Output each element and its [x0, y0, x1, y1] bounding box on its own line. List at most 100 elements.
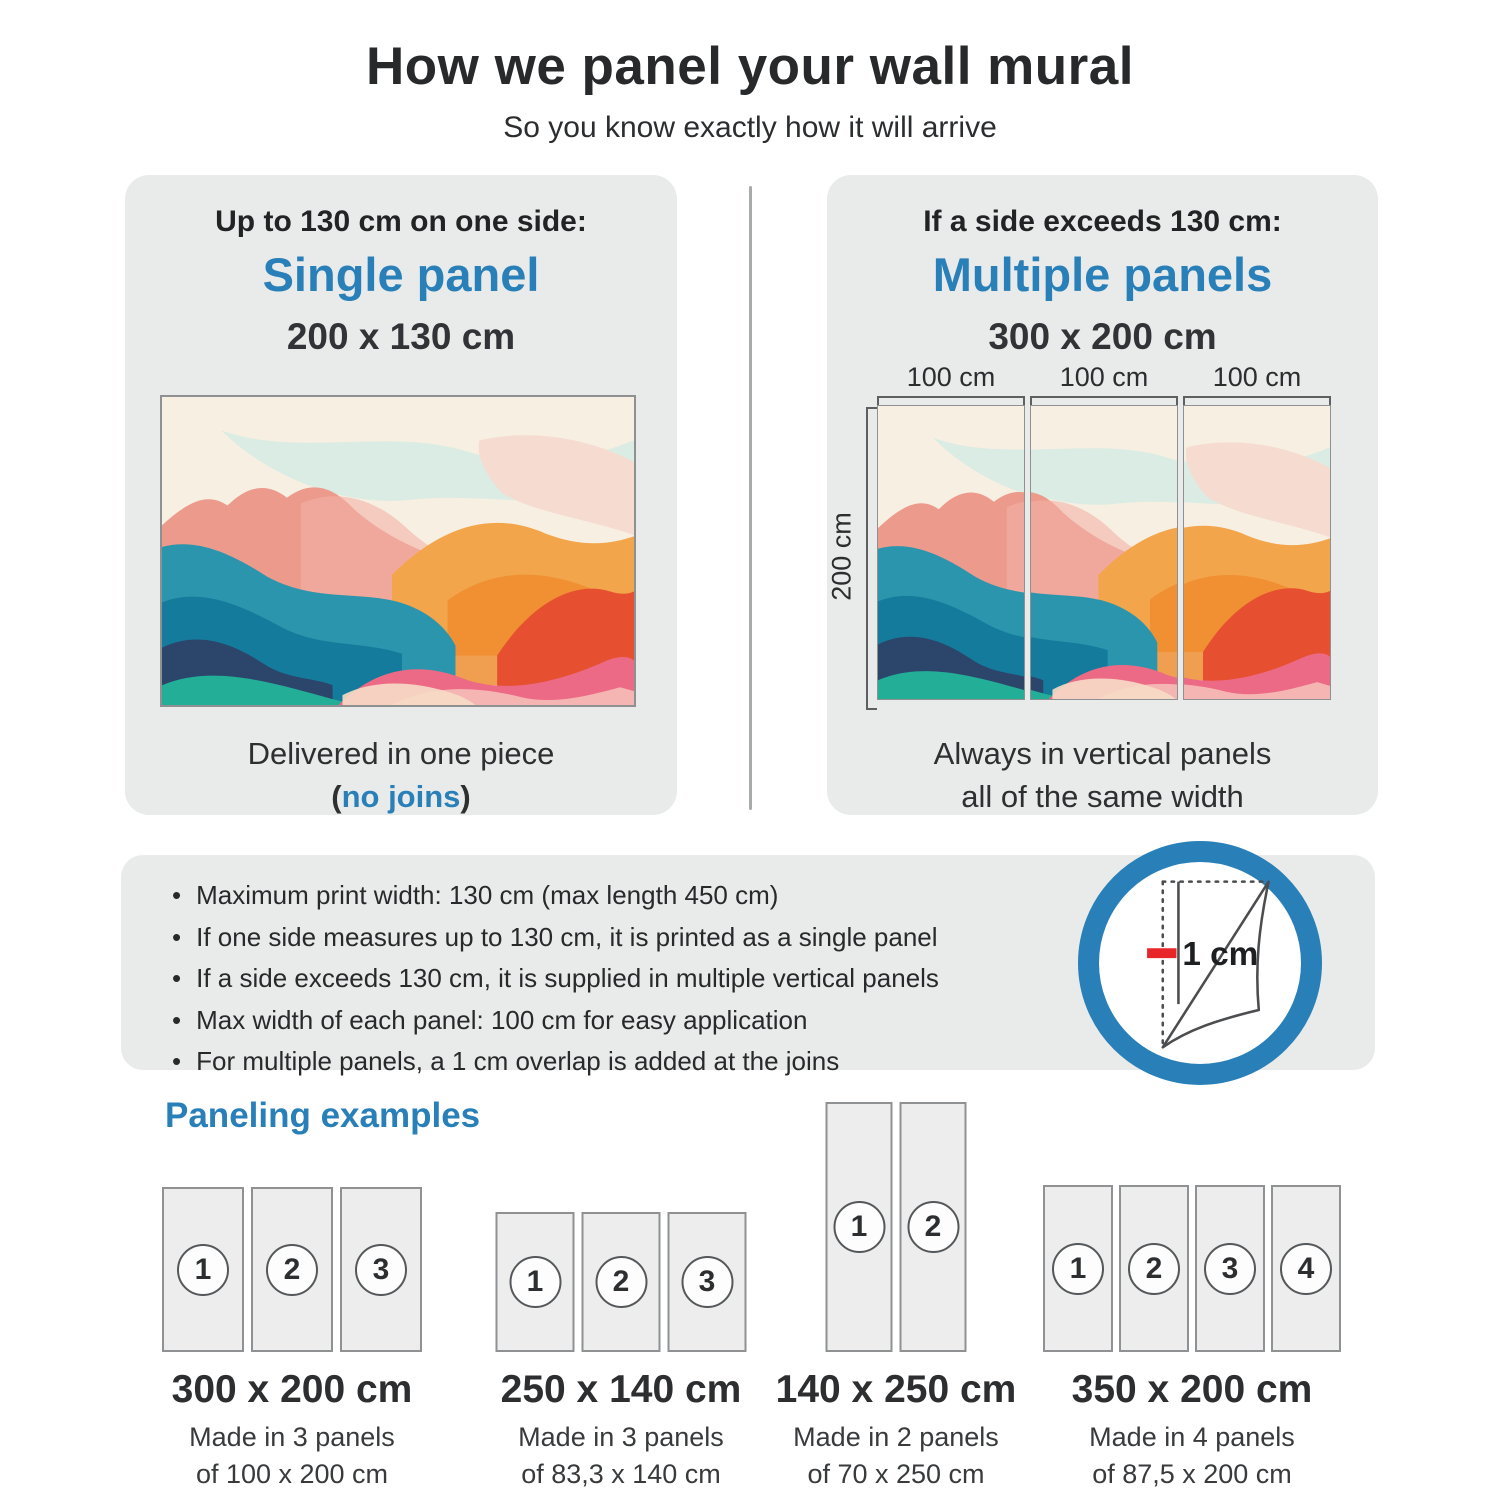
overlap-circle-badge: 1 cm	[1078, 841, 1322, 1085]
bullet-item: • If a side exceeds 130 cm, it is supplie…	[172, 962, 1072, 995]
example-panel: 2	[251, 1187, 333, 1352]
header: How we panel your wall mural So you know…	[0, 36, 1500, 145]
example-panel: 4	[1271, 1185, 1341, 1352]
example-panel: 2	[899, 1102, 967, 1352]
example-panel: 1	[162, 1187, 244, 1352]
mural-panel-1	[877, 405, 1025, 700]
example-size: 250 x 140 cm	[500, 1368, 742, 1411]
paneling-example: 1 2 140 x 250 cm Made in 2 panels of 70 x 25…	[731, 1102, 1061, 1500]
bullet-text: For multiple panels, a 1 cm overlap is a…	[196, 1046, 840, 1076]
example-panel: 2	[581, 1212, 661, 1352]
multiple-panels-size: 300 x 200 cm	[988, 316, 1217, 357]
height-measure-line	[866, 407, 868, 710]
mural-panel-2	[1030, 405, 1178, 700]
single-panel-footer-line2: (no joins)	[125, 776, 677, 819]
single-panel-condition: Up to 130 cm on one side:	[215, 205, 587, 238]
single-panel-title: Single panel	[262, 248, 540, 301]
width-label-3: 100 cm	[1212, 362, 1302, 392]
example-panel: 1	[825, 1102, 893, 1352]
panel-number-badge: 1	[833, 1201, 885, 1253]
bullet-text: Max width of each panel: 100 cm for easy…	[196, 1004, 808, 1035]
example-panel: 3	[667, 1212, 747, 1352]
example-caption: 350 x 200 cm Made in 4 panels of 87,5 x 20…	[1027, 1368, 1357, 1492]
bullet-list: • Maximum print width: 130 cm (max length…	[172, 879, 1072, 1087]
bullet-dot-icon: •	[172, 963, 182, 993]
mural-slice-3	[1184, 406, 1330, 699]
panel-number-badge: 2	[1128, 1242, 1180, 1295]
example-size: 300 x 200 cm	[171, 1368, 413, 1411]
card-divider	[749, 186, 752, 810]
panel-number-badge: 2	[266, 1243, 318, 1296]
example-caption: 250 x 140 cm Made in 3 panels of 83,3 x 14…	[456, 1368, 786, 1492]
panel-number-badge: 4	[1280, 1242, 1332, 1295]
bullet-dot-icon: •	[172, 921, 182, 952]
example-panel: 2	[1119, 1185, 1189, 1352]
example-caption: 140 x 250 cm Made in 2 panels of 70 x 250 …	[731, 1368, 1061, 1492]
page-overlap-icon: 1 cm	[1147, 880, 1270, 1049]
panel-number-badge: 1	[177, 1243, 229, 1296]
example-detail-line2: of 87,5 x 200 cm	[1092, 1459, 1292, 1490]
example-size: 350 x 200 cm	[1071, 1368, 1313, 1411]
mural-artwork	[162, 397, 634, 705]
single-panel-footer-line1: Delivered in one piece	[247, 736, 555, 771]
height-label: 200 cm	[826, 512, 857, 601]
width-bracket-1	[877, 396, 1025, 398]
panel-number-badge: 3	[681, 1256, 733, 1308]
example-detail-line2: of 70 x 250 cm	[807, 1459, 985, 1490]
height-measure-tick-bottom	[866, 708, 877, 710]
bracket-tick	[1183, 396, 1185, 406]
multiple-panels-footer-line1: Always in vertical panels	[933, 736, 1272, 771]
single-panel-footer: Delivered in one piece (no joins)	[125, 733, 677, 819]
bullet-dot-icon: •	[172, 1046, 182, 1076]
panel-number-badge: 3	[1204, 1242, 1256, 1295]
example-detail-line2: of 83,3 x 140 cm	[521, 1459, 721, 1490]
example-panel: 1	[1043, 1185, 1113, 1352]
page-subtitle: So you know exactly how it will arrive	[503, 111, 997, 144]
multiple-panels-condition: If a side exceeds 130 cm:	[923, 205, 1282, 238]
multiple-panels-footer: Always in vertical panels all of the sam…	[827, 733, 1378, 819]
example-size: 140 x 250 cm	[775, 1368, 1017, 1411]
bullet-item: • Maximum print width: 130 cm (max length…	[172, 879, 1072, 912]
multiple-panels-title: Multiple panels	[932, 248, 1273, 301]
single-panel-mural-image	[160, 395, 636, 707]
example-panel: 3	[1195, 1185, 1265, 1352]
paneling-example: 1 2 3 4 350 x 200 cm Made in 4 panels of 87,5 …	[1027, 1102, 1357, 1500]
bracket-tick	[1176, 396, 1178, 406]
bullet-dot-icon: •	[172, 880, 182, 910]
example-panel: 1	[495, 1212, 575, 1352]
bullet-item: • Max width of each panel: 100 cm for eas…	[172, 1004, 1072, 1037]
width-label-1: 100 cm	[906, 362, 996, 392]
footer-line2-text: all of the same width	[961, 778, 1244, 814]
height-measure-tick-top	[866, 407, 877, 409]
mural-slice-1	[878, 406, 1024, 699]
single-panel-size: 200 x 130 cm	[286, 316, 516, 357]
bullet-text: If one side measures up to 130 cm, it is…	[196, 921, 938, 952]
panel-number-badge: 1	[509, 1256, 561, 1308]
example-panel: 3	[340, 1187, 422, 1352]
paneling-example: 1 2 3 300 x 200 cm Made in 3 panels of 100 x …	[127, 1102, 457, 1500]
multiple-panels-footer-line2: all of the same width	[827, 776, 1378, 819]
example-detail-line1: Made in 3 panels	[189, 1422, 395, 1452]
panel-number-badge: 2	[907, 1201, 959, 1253]
bracket-tick	[1023, 396, 1025, 406]
example-detail-line1: Made in 2 panels	[793, 1422, 999, 1452]
bullet-text: Maximum print width: 130 cm (max length …	[196, 880, 779, 910]
bracket-tick	[877, 396, 879, 406]
no-joins-highlight: no joins	[341, 778, 461, 814]
paneling-example: 1 2 3 250 x 140 cm Made in 3 panels of 83,3 x…	[456, 1102, 786, 1500]
one-cm-label: 1 cm	[1182, 936, 1258, 973]
bullet-item: • For multiple panels, a 1 cm overlap is …	[172, 1045, 1072, 1078]
examples-heading: Paneling examples	[165, 1096, 481, 1135]
mural-panel-3	[1183, 405, 1331, 700]
width-bracket-2	[1030, 396, 1178, 398]
width-label-2: 100 cm	[1059, 362, 1149, 392]
width-bracket-3	[1183, 396, 1331, 398]
bullet-dot-icon: •	[172, 1004, 182, 1035]
bullet-item: • If one side measures up to 130 cm, it i…	[172, 921, 1072, 954]
panel-number-badge: 1	[1052, 1242, 1104, 1295]
paren-close: )	[460, 778, 471, 814]
mural-slice-2	[1031, 406, 1177, 699]
